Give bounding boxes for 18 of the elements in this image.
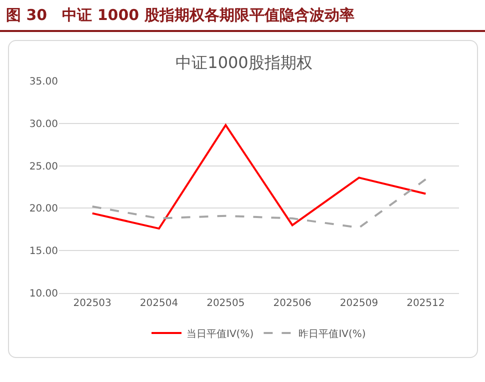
chart-subtitle: 中证1000股指期权 [176,53,312,72]
x-tick-label: 202509 [340,298,378,309]
y-tick-label: 10.00 [29,288,58,300]
legend-label: 当日平值IV(%) [186,328,254,340]
line-series [91,124,427,230]
y-tick-label: 15.00 [29,246,58,258]
x-tick-label: 202503 [73,298,112,309]
y-tick-label: 35.00 [29,76,58,88]
x-tick-label: 202504 [140,298,178,309]
chart-title: 图 30 中证 1000 股指期权各期限平值隐含波动率 [0,0,485,32]
y-tick-label: 25.00 [29,161,58,172]
x-tick-label: 202512 [406,298,445,309]
x-tick-label: 202505 [206,298,245,309]
legend-label: 昨日平值IV(%) [298,328,366,340]
line-series [91,178,427,229]
x-tick-label: 202506 [273,298,312,309]
y-tick-label: 30.00 [29,118,58,130]
y-tick-label: 20.00 [29,204,58,215]
